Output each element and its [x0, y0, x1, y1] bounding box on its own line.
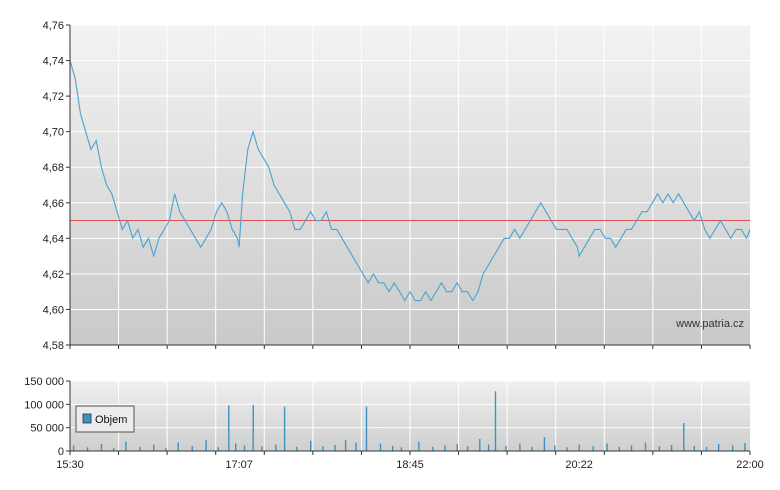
volume-bar — [310, 440, 312, 451]
legend-label: Objem — [95, 414, 127, 426]
volume-x-tick-label: 20:22 — [565, 459, 593, 471]
volume-bar — [670, 444, 673, 451]
volume-bar — [334, 444, 336, 451]
volume-bar — [275, 444, 277, 451]
volume-y-ticks: 0 50 000 100 000 150 000 — [24, 376, 70, 458]
volume-bar — [100, 444, 103, 451]
price-grid-vertical — [118, 25, 702, 345]
volume-bar — [519, 443, 521, 451]
volume-bar — [444, 445, 446, 451]
volume-bar — [113, 448, 115, 451]
volume-bars — [72, 391, 746, 451]
volume-bar — [355, 442, 357, 451]
volume-bar — [86, 447, 89, 451]
volume-x-tick-label: 17:07 — [225, 459, 253, 471]
volume-x-ticks: 15:30 17:07 18:45 20:22 22:00 — [56, 451, 764, 471]
volume-bar — [400, 447, 403, 451]
volume-bar — [693, 445, 695, 451]
volume-bar — [283, 406, 286, 451]
volume-bar — [658, 446, 661, 451]
volume-bar — [252, 404, 254, 451]
volume-bar — [432, 446, 434, 451]
volume-y-tick-label: 150 000 — [24, 376, 64, 388]
volume-bar — [235, 443, 237, 451]
volume-bar — [531, 446, 533, 451]
price-y-ticks: 4,58 4,60 4,62 4,64 4,66 4,68 4,70 4,72 4,74 4,76 — [43, 20, 70, 352]
volume-bar — [261, 446, 263, 451]
volume-bar — [505, 445, 507, 451]
price-x-ticks — [69, 345, 751, 349]
price-y-tick-label: 4,66 — [43, 198, 64, 210]
price-y-tick-label: 4,64 — [43, 233, 64, 245]
volume-bar — [165, 447, 167, 451]
price-series-line — [69, 60, 751, 302]
volume-bar — [217, 447, 219, 451]
volume-bar — [392, 445, 394, 451]
volume-bar — [718, 444, 720, 451]
price-y-tick-label: 4,62 — [43, 269, 64, 281]
volume-bar — [683, 423, 685, 451]
price-y-tick-label: 4,60 — [43, 304, 64, 316]
volume-bar — [456, 444, 458, 451]
legend-swatch — [82, 413, 92, 424]
volume-bar — [630, 445, 633, 451]
volume-bar — [578, 444, 580, 451]
volume-bar — [139, 446, 141, 451]
volume-bar — [191, 445, 193, 451]
volume-bar — [153, 444, 155, 451]
price-y-tick-label: 4,72 — [43, 91, 64, 103]
price-y-tick-label: 4,68 — [43, 162, 64, 174]
volume-bar — [379, 443, 382, 451]
volume-bar — [494, 391, 497, 451]
volume-bar — [592, 446, 594, 451]
volume-bar — [228, 405, 230, 451]
volume-bar — [365, 406, 368, 451]
volume-bar — [644, 442, 647, 451]
volume-bar — [344, 439, 347, 451]
volume-bar — [618, 446, 620, 451]
volume-y-tick-label: 0 — [58, 446, 64, 458]
volume-bar — [543, 437, 546, 451]
volume-bar — [296, 446, 298, 451]
volume-legend: Objem — [75, 405, 135, 433]
volume-bar — [487, 444, 490, 451]
watermark: www.patria.cz — [675, 318, 744, 330]
volume-bar — [205, 439, 207, 451]
volume-bar — [479, 438, 481, 451]
volume-bar — [72, 445, 75, 451]
volume-bar — [606, 443, 608, 451]
volume-bar — [466, 446, 469, 451]
volume-bar — [705, 446, 708, 451]
volume-bar — [418, 441, 420, 451]
volume-x-tick-label: 15:30 — [56, 459, 84, 471]
volume-bar — [125, 441, 127, 451]
volume-y-tick-label: 50 000 — [30, 423, 64, 435]
volume-bar — [732, 445, 734, 451]
volume-y-tick-label: 100 000 — [24, 399, 64, 411]
price-y-tick-label: 4,70 — [43, 127, 64, 139]
volume-panel: 0 50 000 100 000 150 000 15:30 17:07 18:45 20:… — [24, 376, 764, 471]
volume-x-tick-label: 22:00 — [736, 459, 764, 471]
volume-bar — [744, 443, 746, 451]
price-y-tick-label: 4,76 — [43, 20, 64, 32]
volume-x-tick-label: 18:45 — [396, 459, 424, 471]
price-panel: 4,58 4,60 4,62 4,64 4,66 4,68 4,70 4,72 4,74 4,76… — [43, 20, 751, 352]
volume-bar — [322, 446, 324, 451]
volume-bar — [243, 445, 246, 451]
volume-bar — [177, 442, 179, 451]
volume-bar — [566, 447, 568, 451]
volume-bar — [554, 445, 556, 451]
price-y-tick-label: 4,58 — [43, 340, 64, 352]
price-y-tick-label: 4,74 — [43, 56, 64, 68]
